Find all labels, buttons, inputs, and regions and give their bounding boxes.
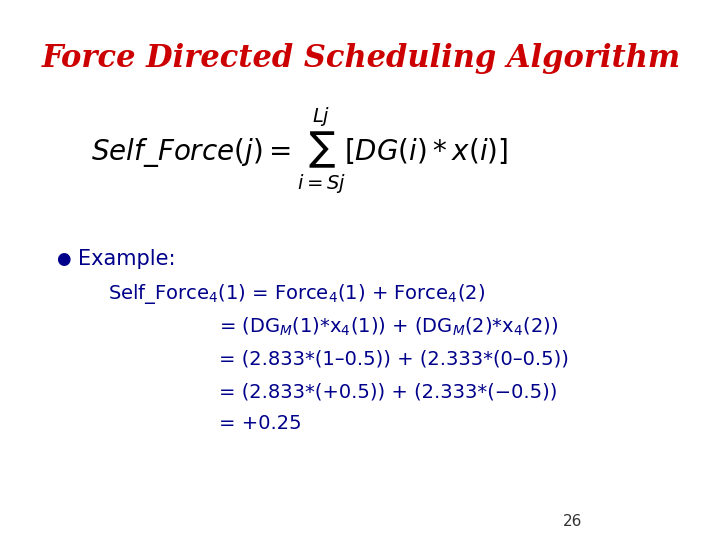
Text: 26: 26 (562, 514, 582, 529)
Text: ●: ● (55, 250, 71, 268)
Text: $\mathit{Self\_Force}(j) = \sum_{i=Sj}^{Lj}[DG(i)*x(i)]$: $\mathit{Self\_Force}(j) = \sum_{i=Sj}^{… (91, 106, 508, 197)
Text: Example:: Example: (78, 249, 176, 269)
Text: = (2.833*(+0.5)) + (2.333*(−0.5)): = (2.833*(+0.5)) + (2.333*(−0.5)) (219, 382, 557, 401)
Text: Force Directed Scheduling Algorithm: Force Directed Scheduling Algorithm (42, 43, 681, 74)
Text: = (DG$_M$(1)*x$_4$(1)) + (DG$_M$(2)*x$_4$(2)): = (DG$_M$(1)*x$_4$(1)) + (DG$_M$(2)*x$_4… (219, 315, 558, 338)
Text: = (2.833*(1–0.5)) + (2.333*(0–0.5)): = (2.833*(1–0.5)) + (2.333*(0–0.5)) (219, 349, 569, 369)
Text: Self_Force$_4$(1) = Force$_4$(1) + Force$_4$(2): Self_Force$_4$(1) = Force$_4$(1) + Force… (108, 282, 485, 306)
Text: = +0.25: = +0.25 (219, 414, 302, 434)
